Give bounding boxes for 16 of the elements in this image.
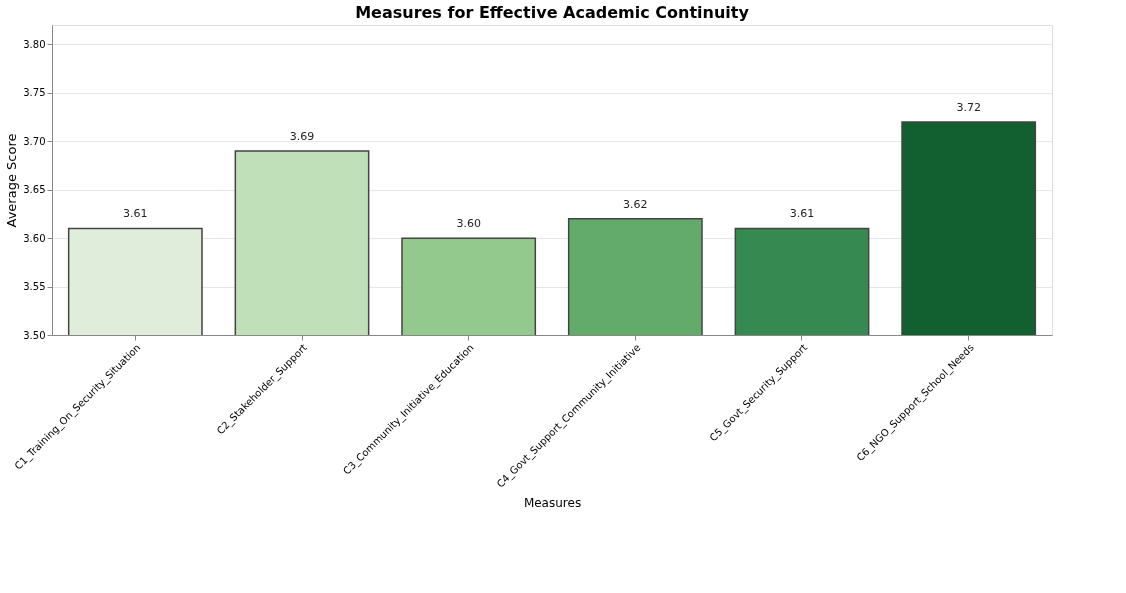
text: 3.60	[23, 232, 46, 244]
data-label: 3.61	[123, 207, 148, 221]
text: 3.55	[23, 281, 46, 293]
data-label: 3.69	[289, 129, 315, 143]
text: 3.80	[23, 38, 46, 50]
data-label: 3.61	[789, 207, 815, 221]
y-axis-title: Average Score	[4, 133, 20, 228]
text: 3.70	[23, 135, 46, 147]
data-label: 3.62	[623, 197, 648, 211]
chart-title: Measures for Effective Academic Continuity	[355, 3, 750, 22]
text: 3.50	[23, 329, 46, 341]
x-axis-title: Measures	[523, 495, 582, 510]
text: 3.75	[23, 87, 46, 99]
data-label: 3.72	[956, 100, 981, 114]
text: 3.65	[23, 184, 46, 196]
data-label: 3.60	[456, 217, 481, 231]
